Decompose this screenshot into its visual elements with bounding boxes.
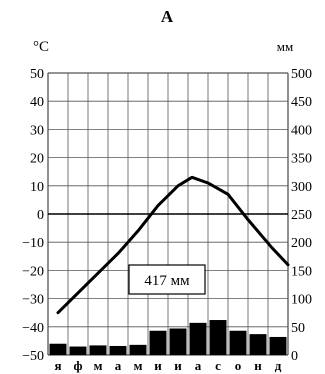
right-tick-label: 250 [291,208,312,223]
precipitation-bars [49,320,287,355]
left-axis-unit: °C [33,39,49,55]
left-tick-label: 40 [30,95,44,110]
left-tick-label: −30 [22,293,44,308]
left-tick-label: −20 [22,264,44,279]
grid [47,72,289,356]
left-tick-label: 0 [37,208,44,223]
annual-precipitation-label: 417 мм [144,273,190,289]
right-tick-label: 0 [291,349,298,364]
month-label: м [134,358,143,373]
precipitation-bar [89,345,107,355]
right-tick-label: 500 [291,67,312,82]
right-tick-label: 200 [291,236,312,251]
month-label: ф [74,358,83,373]
right-tick-label: 100 [291,293,312,308]
month-label: и [154,358,162,373]
left-tick-label: 20 [30,152,44,167]
precipitation-bar [189,322,207,355]
month-label: н [254,358,262,373]
right-axis-unit: мм [277,39,293,54]
chart-title: А [161,7,174,26]
left-tick-label: −50 [22,349,44,364]
left-tick-label: −10 [22,236,44,251]
precipitation-bar [149,330,167,355]
temperature-series-line [56,175,290,315]
right-tick-label: 150 [291,264,312,279]
precipitation-bar [109,345,127,355]
month-label: я [54,358,61,373]
temperature-line [56,175,290,315]
right-tick-label: 50 [291,321,305,336]
right-tick-label: 350 [291,152,312,167]
month-label: и [174,358,182,373]
precipitation-bar [69,346,87,355]
month-label: а [195,358,202,373]
precipitation-bar [249,334,267,355]
precipitation-bar [169,328,187,355]
month-label: с [215,358,221,373]
left-axis-ticks: 50 40 30 20 10 0 −10 −20 −30 −40 −50 [22,67,44,364]
annual-precipitation-box [128,264,206,295]
precipitation-bar [229,330,247,355]
left-tick-label: 50 [30,67,44,82]
month-label: о [235,358,242,373]
month-label: д [275,358,282,373]
precipitation-bar [129,344,147,355]
left-tick-label: 30 [30,123,44,138]
month-label: а [115,358,122,373]
right-tick-label: 300 [291,180,312,195]
precipitation-bar [49,343,67,355]
right-tick-label: 400 [291,123,312,138]
month-label: м [94,358,103,373]
right-tick-label: 450 [291,95,312,110]
left-tick-label: 10 [30,180,44,195]
left-tick-label: −40 [22,321,44,336]
precipitation-bar [269,336,287,355]
precipitation-bar [209,320,227,355]
